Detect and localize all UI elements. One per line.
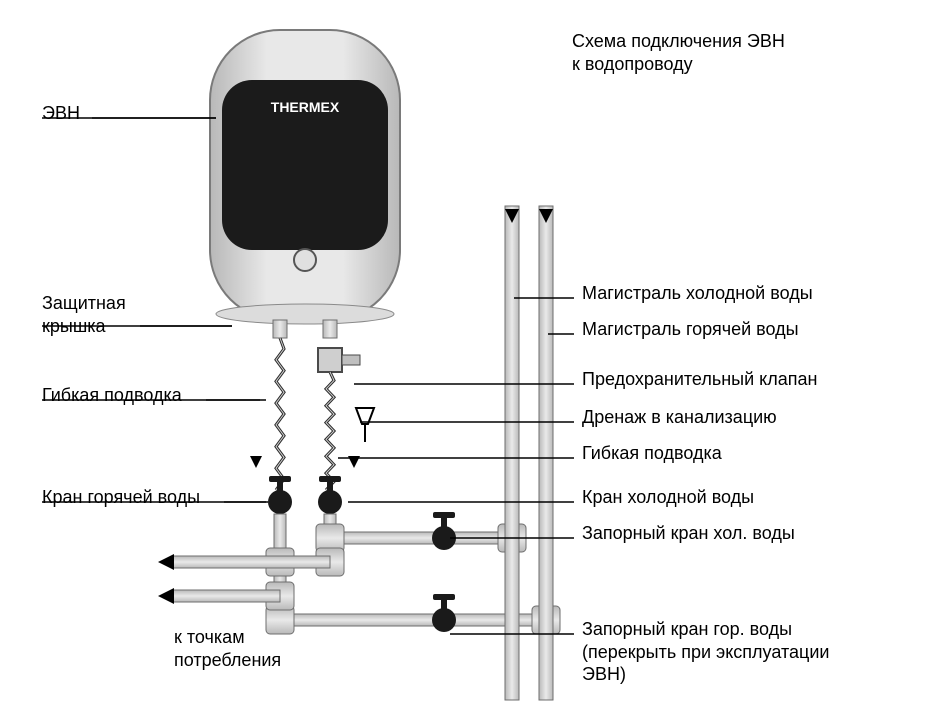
label-flex-right: Гибкая подводка xyxy=(582,442,722,465)
valve xyxy=(318,476,342,514)
title-line2: к водопроводу xyxy=(572,54,693,74)
label-shut-hot: Запорный кран гор. воды(перекрыть при эк… xyxy=(582,618,829,686)
label-cover: Защитнаякрышка xyxy=(42,292,126,337)
label-hot-main: Магистраль горячей воды xyxy=(582,318,799,341)
brand-logo: THERMEX xyxy=(271,99,340,115)
label-safety-valve: Предохранительный клапан xyxy=(582,368,817,391)
connection-diagram: THERMEX xyxy=(0,0,926,722)
label-hot-tap: Кран горячей воды xyxy=(42,486,200,509)
label-cold-tap: Кран холодной воды xyxy=(582,486,754,509)
protective-cover xyxy=(216,304,394,324)
label-flex-left: Гибкая подводка xyxy=(42,384,182,407)
safety-valve-lever xyxy=(342,355,360,365)
safety-valve xyxy=(318,348,342,372)
temperature-knob xyxy=(294,249,316,271)
valve xyxy=(268,476,292,514)
title-line1: Схема подключения ЭВН xyxy=(572,31,785,51)
label-evn: ЭВН xyxy=(42,102,80,125)
diagram-title: Схема подключения ЭВН к водопроводу xyxy=(572,30,785,75)
label-cold-main: Магистраль холодной воды xyxy=(582,282,813,305)
label-shut-cold: Запорный кран хол. воды xyxy=(582,522,795,545)
label-consumers: к точкампотребления xyxy=(174,626,281,671)
label-drain: Дренаж в канализацию xyxy=(582,406,777,429)
valve xyxy=(432,512,456,550)
valve xyxy=(432,594,456,632)
